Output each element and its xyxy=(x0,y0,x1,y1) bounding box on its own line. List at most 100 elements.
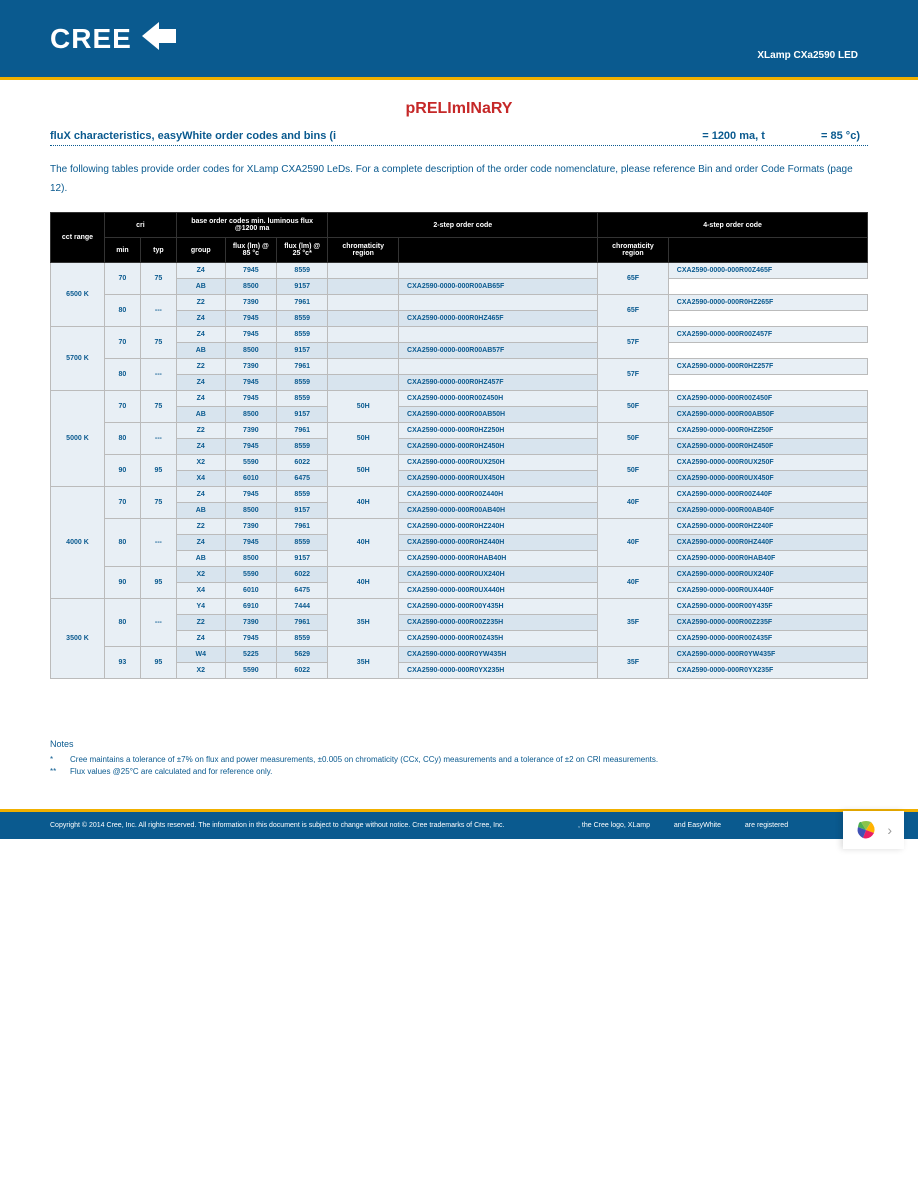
cell-chrom4: 50F xyxy=(598,423,669,455)
cell-chrom4: 65F xyxy=(598,263,669,295)
cell-f85: 7390 xyxy=(225,423,276,439)
cell-chrom4: 57F xyxy=(598,359,669,391)
cell-group: Z4 xyxy=(176,535,225,551)
table-row: 80---Z27390796140HCXA2590-0000-000R0HZ24… xyxy=(51,519,868,535)
cell-chrom4: 35F xyxy=(598,647,669,679)
cell-code4: CXA2590-0000-000R0HZ240F xyxy=(668,519,867,535)
cell-group: X4 xyxy=(176,471,225,487)
cell-f25: 7961 xyxy=(277,615,328,631)
cell-f25: 7444 xyxy=(277,599,328,615)
cell-code2 xyxy=(399,327,598,343)
section-title-mid: = 1200 ma, t xyxy=(702,130,765,142)
cell-chrom4: 40F xyxy=(598,487,669,519)
th-cri: cri xyxy=(104,213,176,238)
cell-cri-min: 93 xyxy=(104,647,140,679)
pager[interactable]: › xyxy=(843,811,904,849)
cell-code2: CXA2590-0000-000R0UX450H xyxy=(399,471,598,487)
cell-chrom2 xyxy=(328,263,399,279)
cell-chrom2: 50H xyxy=(328,423,399,455)
cell-group: Z2 xyxy=(176,615,225,631)
section-title-prefix: fluX characteristics, easyWhite order co… xyxy=(50,130,336,142)
cell-code4: CXA2590-0000-000R00Z235F xyxy=(668,615,867,631)
cell-code2: CXA2590-0000-000R0YX235H xyxy=(399,663,598,679)
cell-group: Y4 xyxy=(176,599,225,615)
footer-right: , the Cree logo, XLamp and EasyWhite are… xyxy=(578,822,858,829)
table-row: 4000 K7075Z47945855940HCXA2590-0000-000R… xyxy=(51,487,868,503)
cell-code4: CXA2590-0000-000R0UX450F xyxy=(668,471,867,487)
cell-f85: 5225 xyxy=(225,647,276,663)
cell-f25: 8559 xyxy=(277,327,328,343)
cell-group: AB xyxy=(176,407,225,423)
table-row: 5700 K7075Z47945855957FCXA2590-0000-000R… xyxy=(51,327,868,343)
cell-f25: 7961 xyxy=(277,423,328,439)
cell-cri-typ: --- xyxy=(140,423,176,455)
cell-code4: CXA2590-0000-000R00AB65F xyxy=(399,279,598,295)
cell-cri-typ: 75 xyxy=(140,263,176,295)
th-code2 xyxy=(399,238,598,263)
cell-cri-min: 70 xyxy=(104,263,140,295)
cell-cri-typ: --- xyxy=(140,599,176,647)
cell-cri-typ: --- xyxy=(140,295,176,327)
cell-f25: 6475 xyxy=(277,471,328,487)
table-row: 3500 K80---Y46910744435HCXA2590-0000-000… xyxy=(51,599,868,615)
cell-code2 xyxy=(328,343,399,359)
note-item: **Flux values @25°C are calculated and f… xyxy=(50,767,868,776)
cell-group: AB xyxy=(176,551,225,567)
section-title-suffix: = 85 °c) xyxy=(821,130,860,142)
cell-f25: 7961 xyxy=(277,295,328,311)
cell-f85: 7390 xyxy=(225,519,276,535)
th-min: min xyxy=(104,238,140,263)
cell-group: W4 xyxy=(176,647,225,663)
header-product: XLamp CXa2590 LED xyxy=(757,50,858,61)
cell-group: Z4 xyxy=(176,375,225,391)
cell-code4: CXA2590-0000-000R00Z465F xyxy=(668,263,867,279)
th-flux85: flux (lm) @ 85 °c xyxy=(225,238,276,263)
cell-cct: 5000 K xyxy=(51,391,105,487)
cell-code4: CXA2590-0000-000R0YW435F xyxy=(668,647,867,663)
cell-code2: CXA2590-0000-000R00Y435H xyxy=(399,599,598,615)
cell-group: X2 xyxy=(176,663,225,679)
page-footer: Copyright © 2014 Cree, Inc. All rights r… xyxy=(0,809,918,839)
section-title: fluX characteristics, easyWhite order co… xyxy=(50,130,868,146)
cell-code4: CXA2590-0000-000R00AB57F xyxy=(399,343,598,359)
cell-f85: 7945 xyxy=(225,487,276,503)
cell-f85: 5590 xyxy=(225,663,276,679)
cell-code4: CXA2590-0000-000R00AB50F xyxy=(668,407,867,423)
cell-chrom4: 40F xyxy=(598,567,669,599)
cell-f25: 6022 xyxy=(277,455,328,471)
cell-f85: 7390 xyxy=(225,615,276,631)
cell-chrom4: 65F xyxy=(598,295,669,327)
cell-f85: 7945 xyxy=(225,327,276,343)
cell-code2 xyxy=(328,375,399,391)
cell-f25: 7961 xyxy=(277,359,328,375)
cell-f85: 7945 xyxy=(225,375,276,391)
cell-chrom2: 50H xyxy=(328,391,399,423)
chevron-right-icon[interactable]: › xyxy=(887,822,892,838)
cell-group: Z4 xyxy=(176,391,225,407)
cell-code4: CXA2590-0000-000R0HZ257F xyxy=(668,359,867,375)
preliminary-label: pRELImINaRY xyxy=(50,100,868,118)
cell-f25: 8559 xyxy=(277,391,328,407)
th-typ: typ xyxy=(140,238,176,263)
cell-code4: CXA2590-0000-000R00Z450F xyxy=(668,391,867,407)
cell-code2: CXA2590-0000-000R0HAB40H xyxy=(399,551,598,567)
cell-group: Z4 xyxy=(176,263,225,279)
cell-f85: 6010 xyxy=(225,471,276,487)
cell-f25: 5629 xyxy=(277,647,328,663)
cell-cri-min: 80 xyxy=(104,295,140,327)
cell-cri-typ: --- xyxy=(140,359,176,391)
cell-f85: 8500 xyxy=(225,407,276,423)
cell-cri-typ: 75 xyxy=(140,327,176,359)
cell-group: Z4 xyxy=(176,311,225,327)
cell-code2: CXA2590-0000-000R00AB40H xyxy=(399,503,598,519)
cell-chrom4: 57F xyxy=(598,327,669,359)
cell-cri-typ: 75 xyxy=(140,487,176,519)
cell-group: X4 xyxy=(176,583,225,599)
th-code4 xyxy=(668,238,867,263)
cell-chrom4: 50F xyxy=(598,455,669,487)
cell-code4: CXA2590-0000-000R0UX250F xyxy=(668,455,867,471)
cell-code2 xyxy=(328,279,399,295)
cell-cct: 4000 K xyxy=(51,487,105,599)
cell-code2: CXA2590-0000-000R00Z440H xyxy=(399,487,598,503)
table-row: 9395W45225562935HCXA2590-0000-000R0YW435… xyxy=(51,647,868,663)
